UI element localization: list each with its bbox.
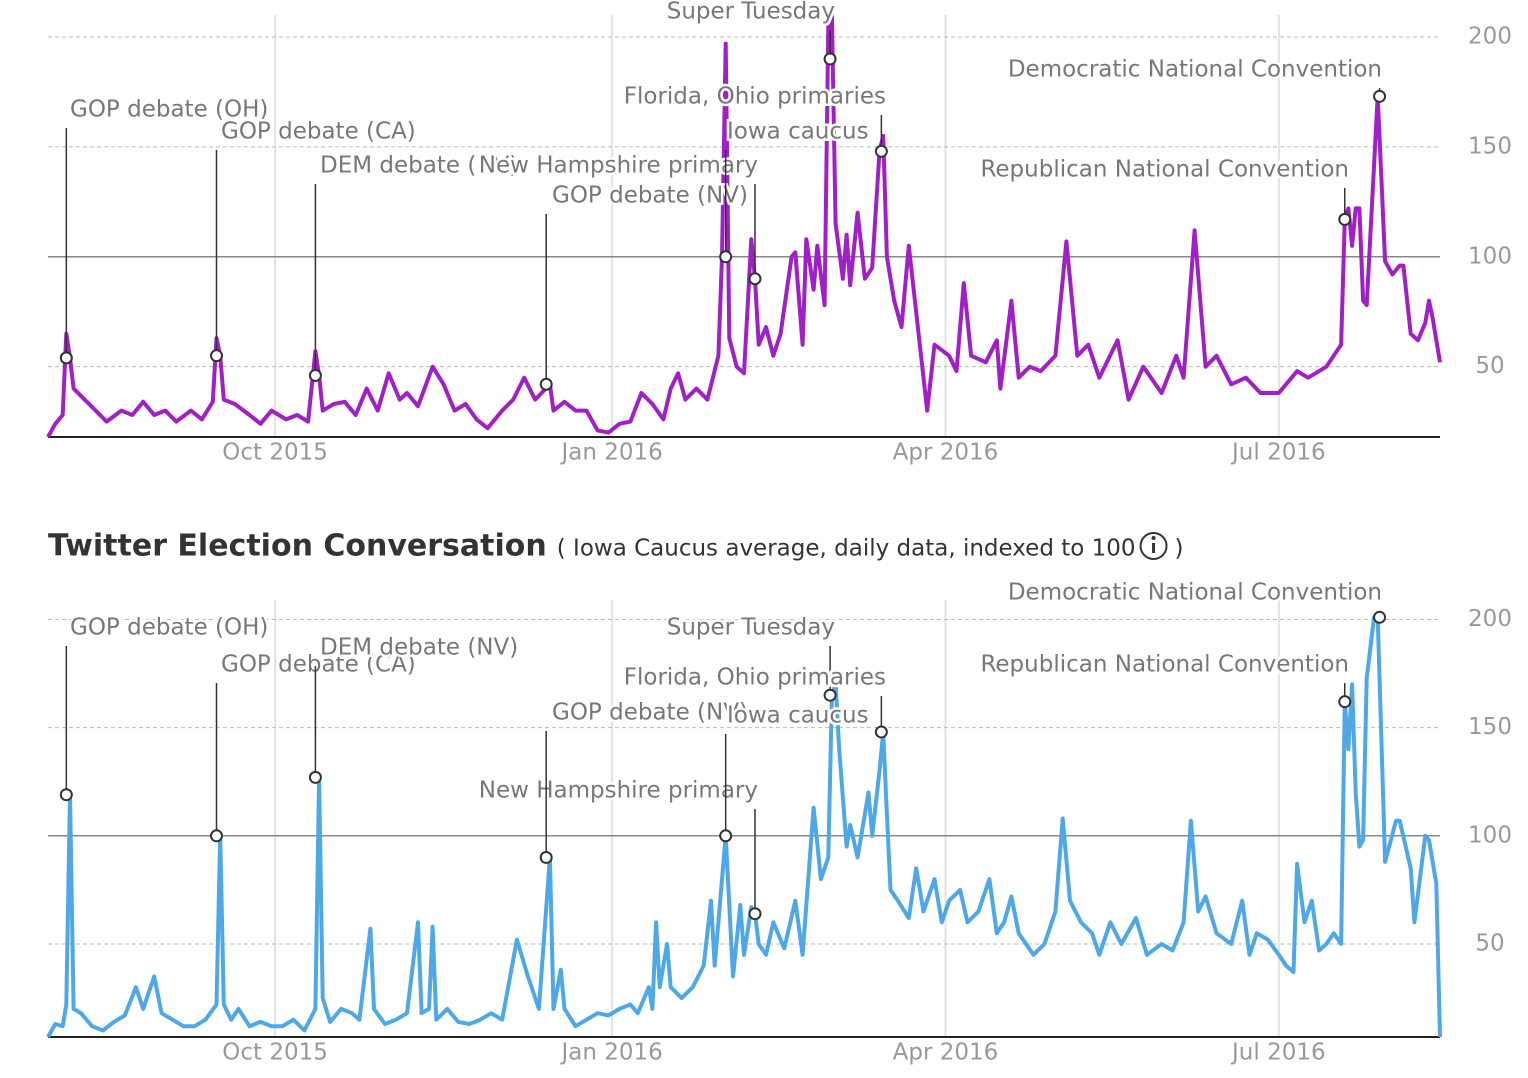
annotation-marker	[748, 272, 762, 286]
annotation-label: New Hampshire primary	[479, 778, 758, 804]
annotation-label: GOP debate (OH)	[70, 615, 268, 641]
annotation-label: GOP debate (CA)	[221, 119, 416, 145]
y-tick-label: 100	[1468, 822, 1512, 848]
annotation-marker	[539, 377, 553, 391]
annotation-marker	[1338, 695, 1352, 709]
y-tick-label: 200	[1468, 606, 1512, 632]
annotation-label: Iowa caucus	[727, 119, 869, 145]
data-line	[46, 13, 1442, 438]
annotation-marker	[823, 52, 837, 66]
annotation-label: GOP debate (CA)	[221, 652, 416, 678]
annotation-marker	[748, 907, 762, 921]
annotation-marker	[719, 250, 733, 264]
annotation-label: Florida, Ohio primaries	[624, 665, 886, 691]
info-icon	[1139, 532, 1168, 560]
annotation-marker	[308, 368, 322, 382]
chart-title: Twitter Election Conversation	[48, 529, 547, 564]
annotation-marker	[1338, 212, 1352, 226]
x-tick-label: Jul 2016	[1230, 1040, 1326, 1066]
y-tick-label: 150	[1468, 714, 1512, 740]
x-tick-label: Jan 2016	[559, 440, 662, 466]
annotation-marker	[719, 829, 733, 843]
annotation-marker	[1373, 610, 1387, 624]
annotation-marker	[539, 850, 553, 864]
annotation-label: GOP debate (OH)	[70, 97, 268, 123]
annotation-label: Super Tuesday	[667, 0, 835, 25]
x-tick-label: Apr 2016	[893, 1040, 999, 1066]
annotation-label: Democratic National Convention	[1008, 580, 1382, 606]
annotation-marker	[210, 349, 224, 363]
x-tick-label: Jan 2016	[559, 1040, 662, 1066]
annotation-marker	[874, 144, 888, 158]
annotation-label: GOP debate (NV)	[552, 700, 748, 726]
annotation-label: Democratic National Convention	[1008, 57, 1382, 83]
annotation-label: Republican National Convention	[980, 157, 1349, 183]
annotation-label: DEM debate (NV)	[320, 153, 518, 179]
y-tick-label: 100	[1468, 243, 1512, 269]
x-tick-label: Oct 2015	[222, 440, 328, 466]
y-tick-label: 150	[1468, 133, 1512, 159]
x-tick-label: Apr 2016	[893, 440, 999, 466]
annotation-marker	[1373, 89, 1387, 103]
y-tick-label: 200	[1468, 23, 1512, 49]
annotation-marker	[308, 770, 322, 784]
info-icon-dot	[1151, 536, 1156, 540]
x-tick-label: Jul 2016	[1230, 440, 1326, 466]
annotation-label: DEM debate (NV)	[320, 635, 518, 661]
y-tick-label: 50	[1475, 353, 1504, 379]
y-tick-label: 50	[1475, 930, 1504, 956]
annotation-marker	[59, 788, 73, 802]
annotation-marker	[823, 688, 837, 702]
annotation-marker	[874, 725, 888, 739]
chart-subtitle-close: )	[1175, 536, 1184, 562]
annotation-label: Super Tuesday	[667, 615, 835, 641]
annotation-label: New Hampshire primary	[479, 153, 758, 179]
annotation-marker	[210, 829, 224, 843]
chart-subtitle: ( Iowa Caucus average, daily data, index…	[557, 536, 1136, 562]
annotation-label: Florida, Ohio primaries	[624, 84, 886, 110]
annotation-label: Republican National Convention	[980, 652, 1349, 678]
annotation-label: GOP debate (NV)	[552, 183, 748, 209]
annotation-marker	[59, 351, 73, 365]
annotation-label: Iowa caucus	[727, 703, 869, 729]
data-line	[46, 615, 1442, 1038]
x-tick-label: Oct 2015	[222, 1040, 328, 1066]
